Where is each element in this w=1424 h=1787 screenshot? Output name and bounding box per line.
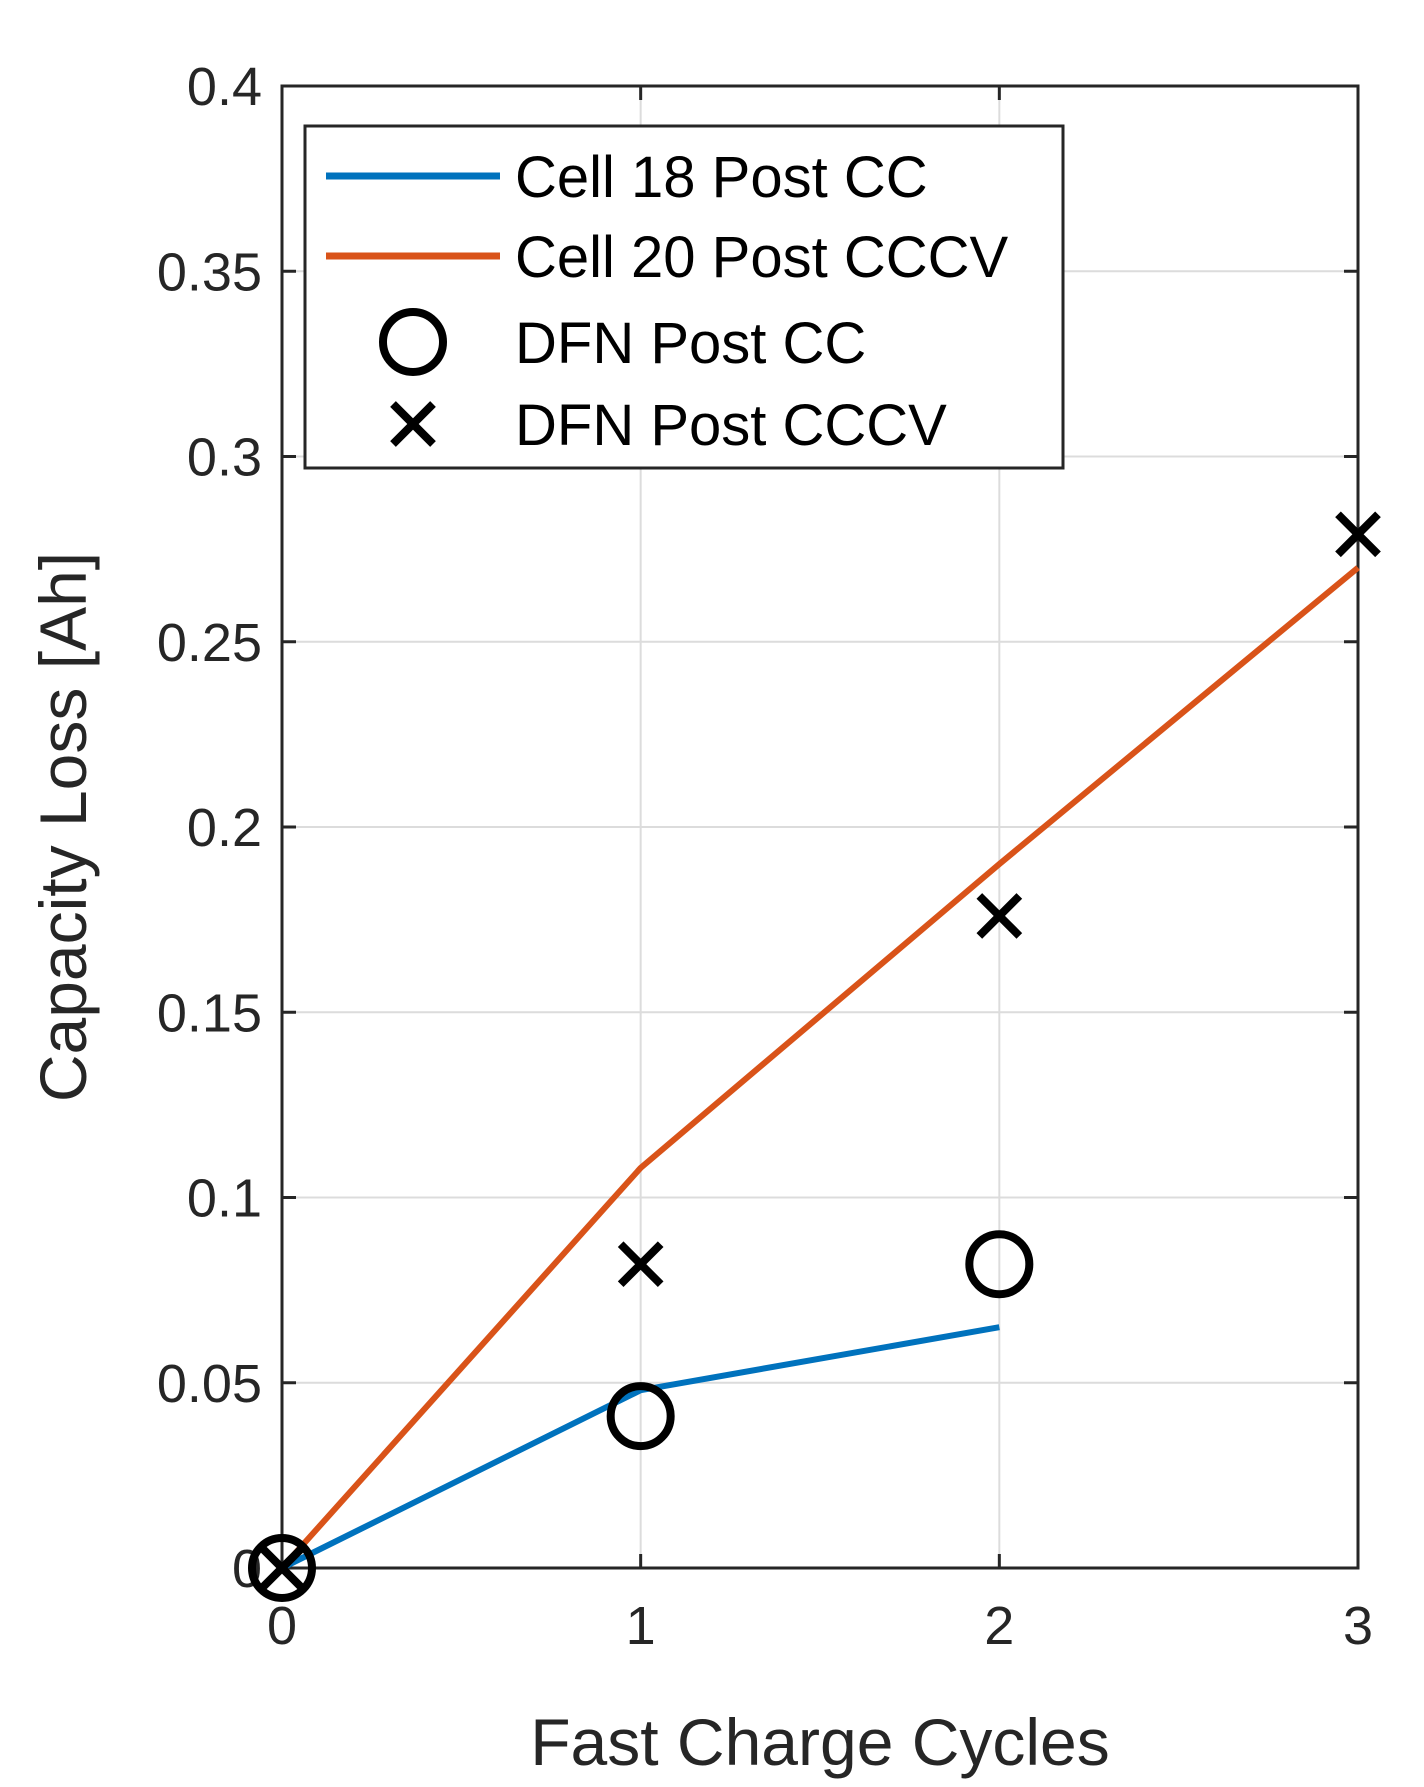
y-tick-label: 0.4: [187, 57, 262, 117]
data-point-dfn-post-cc: [606, 1382, 675, 1451]
series-line-cell-18-post-cc: [280, 1324, 1000, 1571]
legend-label: DFN Post CCCV: [515, 393, 947, 458]
data-point-dfn-post-cccv: [259, 1545, 305, 1591]
y-tick-label: 0.15: [157, 983, 262, 1043]
x-marker-stroke: [617, 1241, 664, 1288]
series-line-cell-20-post-cccv: [279, 565, 1360, 1571]
x-tick-label: 3: [1343, 1596, 1373, 1656]
data-point-dfn-post-cc: [965, 1230, 1034, 1299]
legend: Cell 18 Post CC Cell 20 Post CCCV DFN Post…: [303, 124, 1065, 470]
data-point-dfn-post-cccv: [617, 1241, 664, 1288]
x-axis-label: Fast Charge Cycles: [530, 1705, 1110, 1779]
x-tick-label: 1: [626, 1596, 656, 1656]
y-axis-label: Capacity Loss [Ah]: [26, 552, 100, 1102]
x-marker-stroke: [390, 401, 436, 447]
legend-marker-swatch: [379, 308, 447, 376]
legend-entry: Cell 18 Post CC: [326, 145, 928, 210]
x-marker-stroke: [976, 893, 1023, 939]
legend-entry: Cell 20 Post CCCV: [326, 225, 1008, 290]
y-tick-label: 0.1: [187, 1169, 262, 1229]
x-marker-stroke: [1335, 511, 1381, 558]
y-tick-label: 0.05: [157, 1354, 262, 1414]
legend-entry: DFN Post CC: [379, 308, 866, 376]
y-tick-label: 0.35: [157, 242, 262, 302]
legend-label: Cell 18 Post CC: [515, 145, 928, 210]
y-tick-label: 0.2: [187, 798, 262, 858]
x-marker-stroke: [259, 1545, 305, 1591]
legend-entries: Cell 18 Post CC Cell 20 Post CCCV DFN Post…: [326, 145, 1008, 458]
axis-ticks: 0 1 2 300.050.10.150.20.250.30.350.4: [157, 57, 1373, 1656]
y-tick-label: 0.25: [157, 613, 262, 673]
x-tick-label: 0: [267, 1596, 297, 1656]
data-point-dfn-post-cccv: [976, 893, 1023, 939]
x-tick-label: 2: [984, 1596, 1014, 1656]
data-point-dfn-post-cc: [248, 1534, 316, 1602]
legend-entry: DFN Post CCCV: [390, 393, 947, 458]
y-tick-label: 0.3: [187, 428, 262, 488]
legend-label: Cell 20 Post CCCV: [515, 225, 1008, 290]
legend-label: DFN Post CC: [515, 311, 866, 376]
legend-marker-swatch: [390, 401, 436, 447]
series: [248, 511, 1381, 1602]
data-point-dfn-post-cccv: [1335, 511, 1381, 558]
